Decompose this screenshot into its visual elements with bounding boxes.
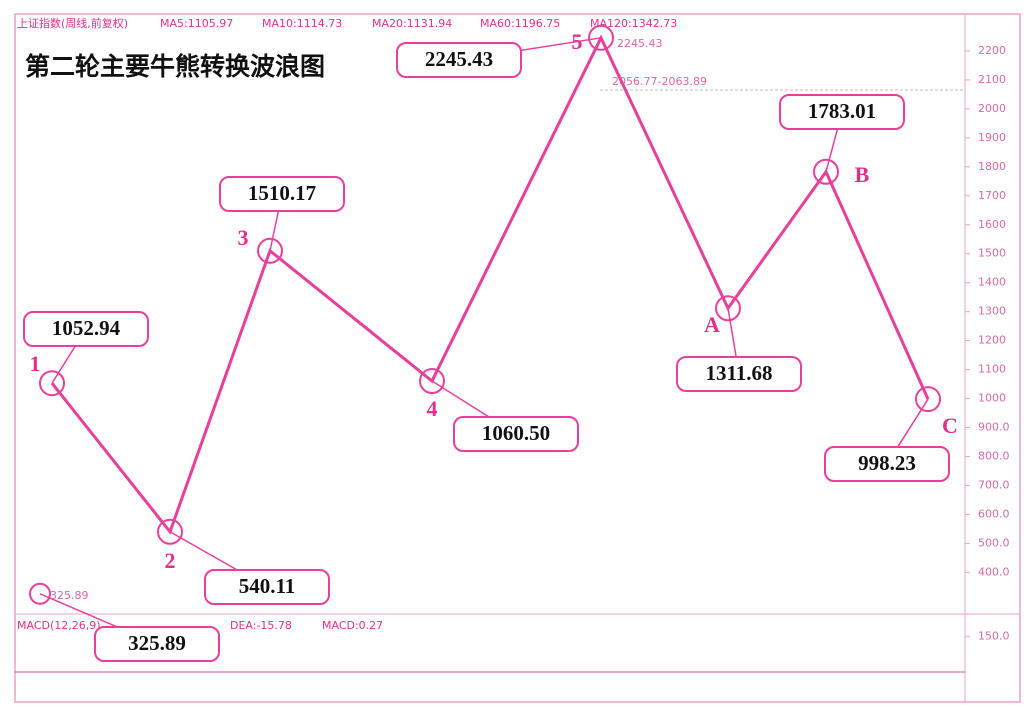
callout-box: [23, 311, 149, 347]
y-tick-label: 1500: [978, 247, 1006, 260]
y-tick-label: 1300: [978, 305, 1006, 318]
callout-box: [204, 569, 330, 605]
y-tick-label: 700.0: [978, 478, 1010, 491]
callout-box: [219, 176, 345, 212]
wave-line: [50, 34, 930, 535]
callout-value: 1311.68: [705, 361, 772, 385]
header-label: MA10:1114.73: [262, 17, 342, 30]
callout-box: [676, 356, 802, 392]
pivot-marker: [39, 370, 65, 397]
range-note: 2056.77-2063.89: [612, 75, 707, 88]
wave-label: 1: [30, 351, 41, 376]
peak-label: 2245.43: [617, 37, 663, 50]
callout-value: 540.11: [239, 574, 296, 598]
header-label: MA5:1105.97: [160, 17, 233, 30]
wave-label: B: [855, 162, 870, 187]
header-label: MA60:1196.75: [480, 17, 560, 30]
callout-value: 1510.17: [248, 181, 316, 205]
callout-value: 325.89: [128, 631, 186, 655]
y2-tick-label: 150.0: [978, 629, 1010, 642]
header-label: MA120:1342.73: [590, 17, 677, 30]
header-label: MA20:1131.94: [372, 17, 452, 30]
y-tick-label: 2000: [978, 102, 1006, 115]
pivot-marker: [915, 386, 941, 413]
callout-value: 1783.01: [808, 99, 876, 123]
wave-label: 3: [238, 225, 249, 250]
macd-header-label: MACD:0.27: [322, 619, 383, 632]
callout-value: 998.23: [858, 451, 916, 475]
callout-box: [824, 446, 950, 482]
pivot-marker: [419, 368, 445, 395]
y-tick-label: 1800: [978, 160, 1006, 173]
y-tick-label: 800.0: [978, 449, 1010, 462]
callout-box: [94, 626, 220, 662]
callout-value: 1060.50: [482, 421, 550, 445]
y-tick-label: 2100: [978, 73, 1006, 86]
y-tick-label: 500.0: [978, 536, 1010, 549]
y-tick-label: 1400: [978, 276, 1006, 289]
wave-label: 4: [427, 396, 438, 421]
wave-label: C: [942, 413, 958, 438]
y-tick-label: 1600: [978, 218, 1006, 231]
macd-header-label: MACD(12,26,9): [17, 619, 101, 632]
low-marker: [29, 582, 51, 605]
header-label: 上证指数(周线,前复权): [17, 16, 128, 30]
low-label: 325.89: [50, 589, 89, 602]
pivot-marker: [257, 237, 283, 264]
callout-box: [453, 416, 579, 452]
y-tick-label: 900.0: [978, 421, 1010, 434]
wave-label: 5: [572, 29, 583, 54]
chart-title: 第二轮主要牛熊转换波浪图: [25, 52, 325, 81]
callout-value: 2245.43: [425, 47, 493, 71]
callout-value: 1052.94: [52, 316, 121, 340]
callout-box: [396, 42, 522, 78]
callout-box: [779, 94, 905, 130]
y-tick-label: 1000: [978, 392, 1006, 405]
y-tick-label: 600.0: [978, 507, 1010, 520]
wave-label: A: [704, 312, 720, 337]
pivot-marker: [588, 24, 614, 51]
y-tick-label: 400.0: [978, 565, 1010, 578]
y-tick-label: 2200: [978, 44, 1006, 57]
pivot-marker: [813, 158, 839, 185]
frame: [14, 13, 1021, 703]
pivot-marker: [157, 518, 183, 545]
y-tick-label: 1700: [978, 189, 1006, 202]
y-tick-label: 1900: [978, 131, 1006, 144]
y-tick-label: 1200: [978, 334, 1006, 347]
macd-header-label: DEA:-15.78: [230, 619, 292, 632]
pivot-marker: [715, 295, 741, 322]
y-tick-label: 1100: [978, 363, 1006, 376]
wave-label: 2: [165, 548, 176, 573]
